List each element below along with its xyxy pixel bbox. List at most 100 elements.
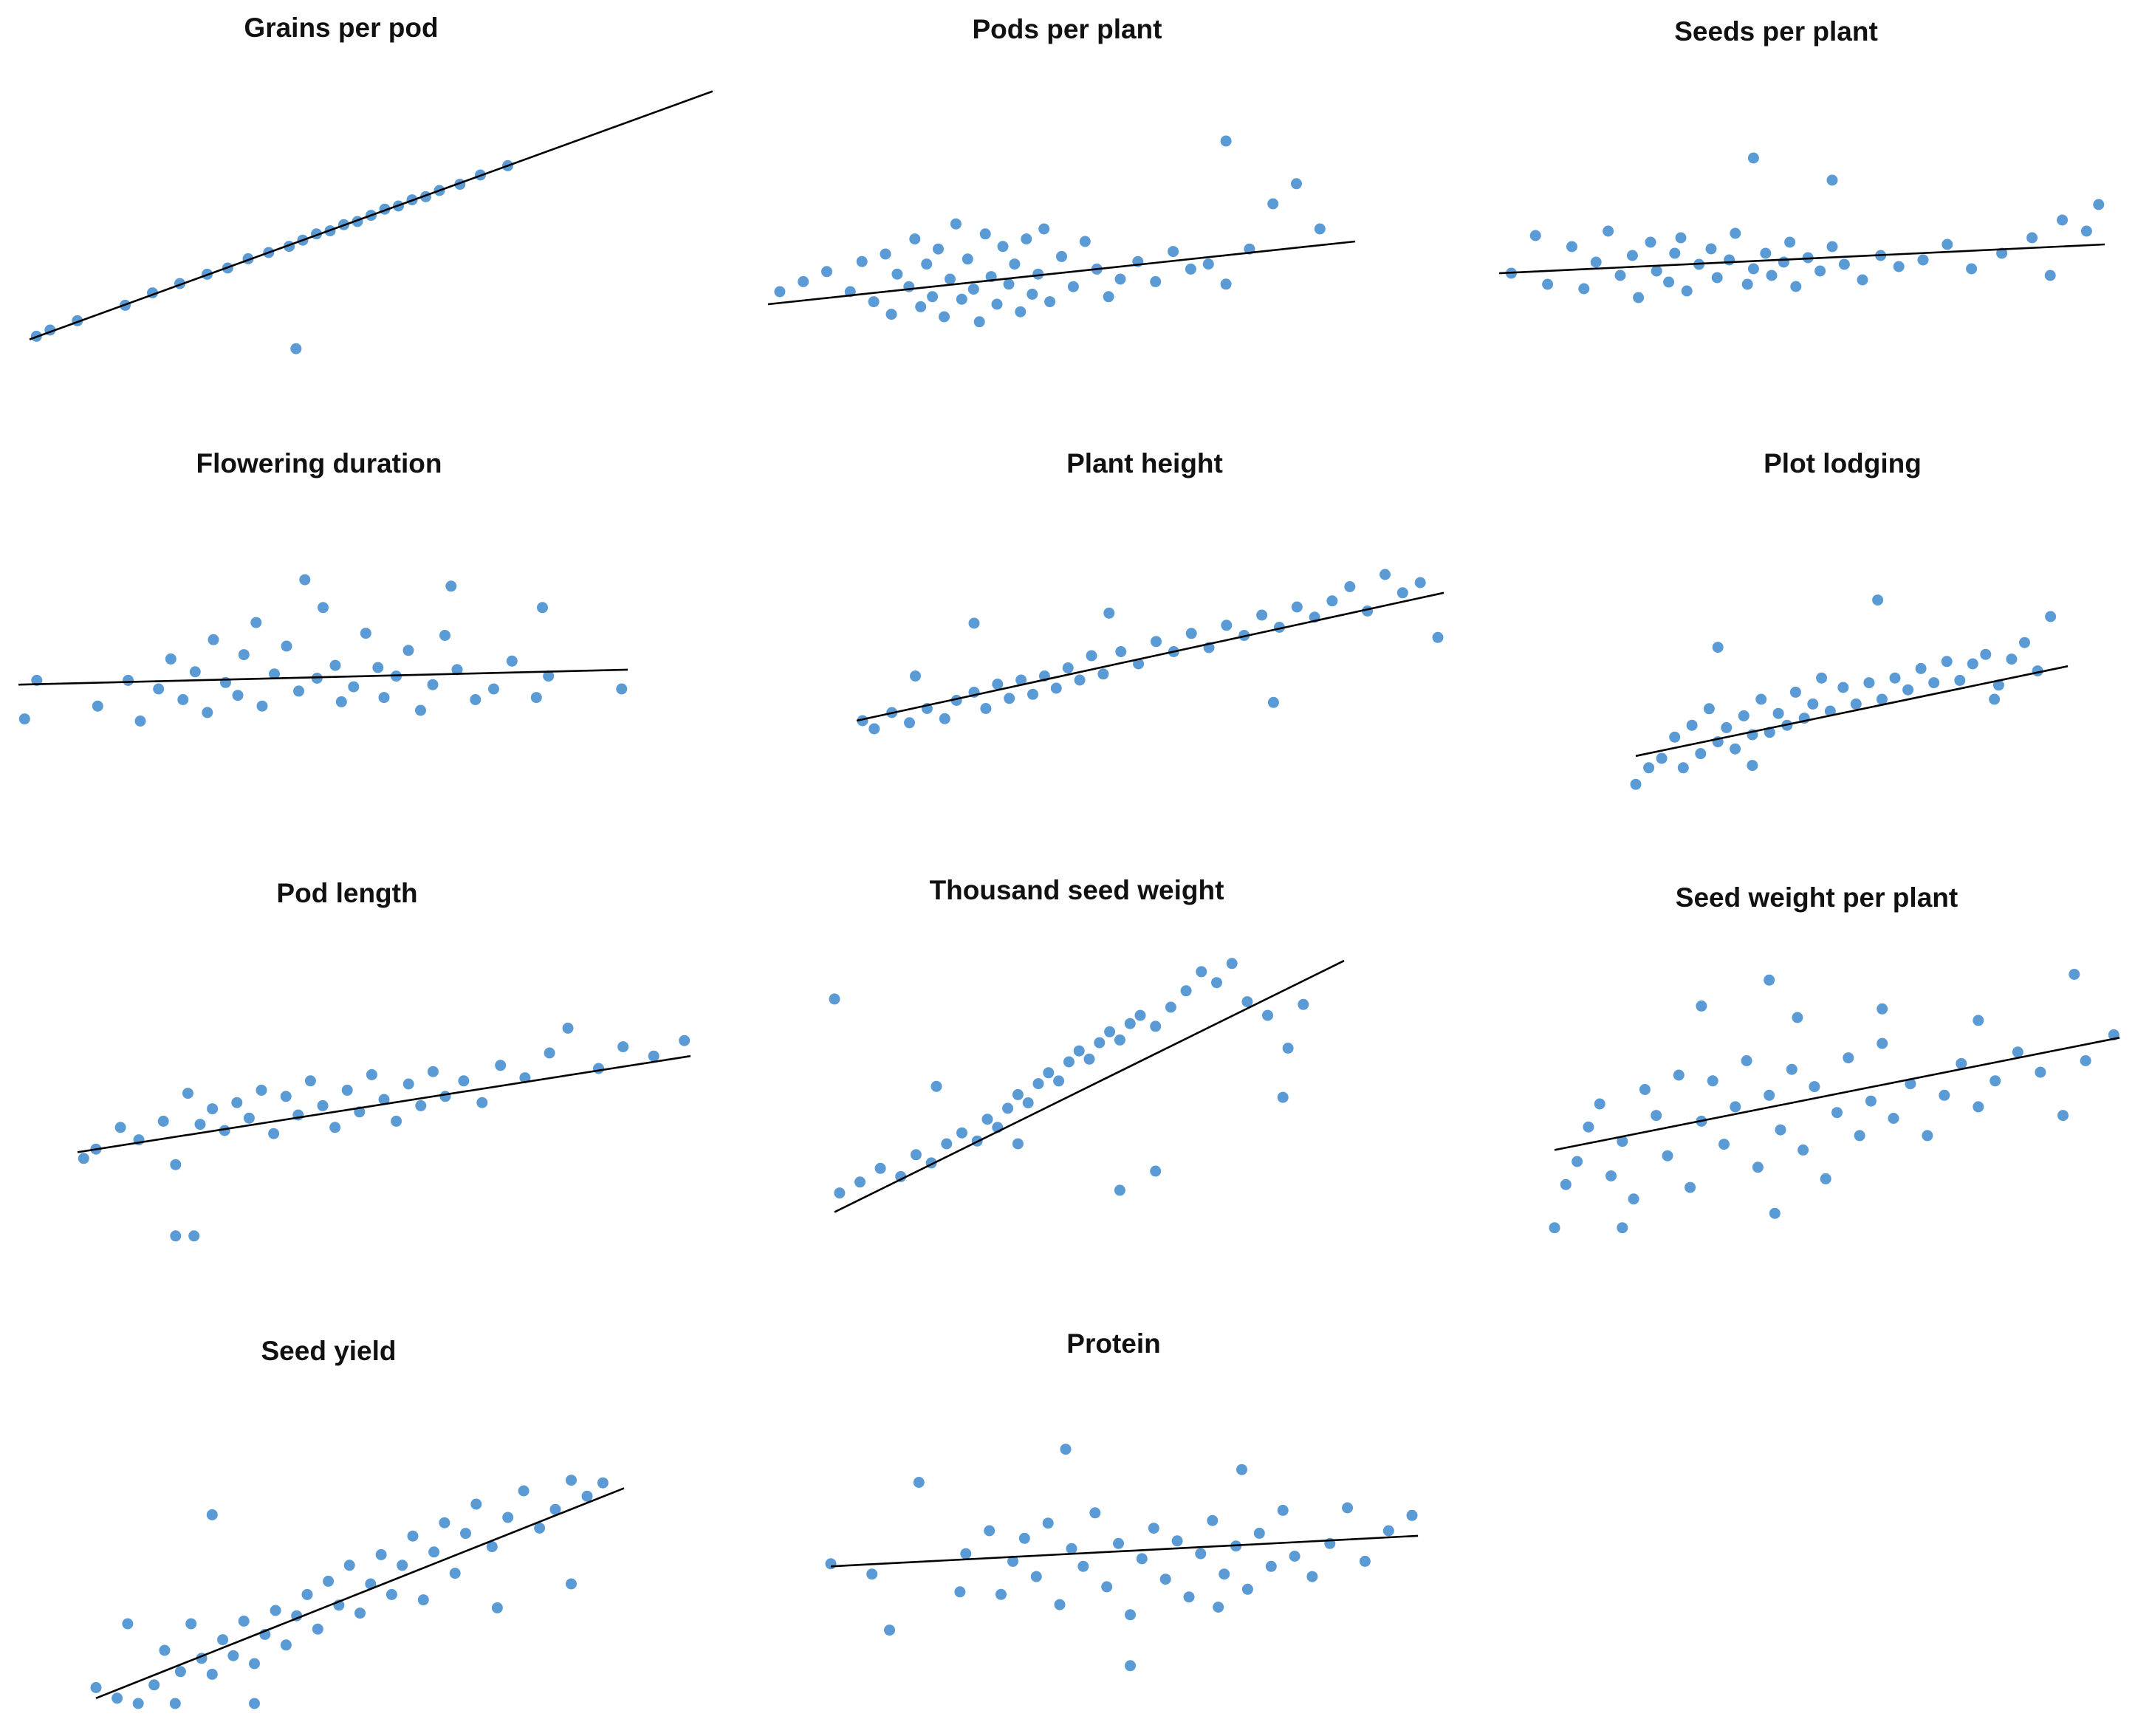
panel-title-protein: Protein <box>1066 1328 1160 1359</box>
data-point-seed-yield-47 <box>169 1698 181 1709</box>
data-point-pods-per-plant-32 <box>1038 223 1050 235</box>
data-point-thousand-seed-weight-26 <box>1165 1001 1176 1013</box>
data-point-thousand-seed-weight-35 <box>1277 1091 1289 1103</box>
data-point-plot-lodging-25 <box>1876 693 1888 705</box>
data-point-plant-height-16 <box>1074 674 1086 686</box>
data-point-protein-11 <box>1054 1599 1066 1610</box>
data-point-plant-height-32 <box>1344 581 1356 592</box>
data-point-pod-length-34 <box>593 1063 604 1074</box>
data-point-pods-per-plant-18 <box>956 293 967 305</box>
data-point-seed-yield-15 <box>280 1639 292 1651</box>
panel-title-pods-per-plant: Pods per plant <box>973 14 1162 44</box>
data-point-seeds-per-plant-42 <box>2093 199 2105 210</box>
panel-grains-per-pod: Grains per pod <box>29 13 713 354</box>
data-point-thousand-seed-weight-21 <box>1104 1026 1116 1037</box>
data-point-protein-6 <box>995 1588 1007 1600</box>
data-point-seed-yield-26 <box>397 1560 408 1571</box>
data-point-seed-yield-32 <box>460 1528 471 1540</box>
data-point-seed-yield-8 <box>206 1668 218 1680</box>
data-point-flowering-duration-15 <box>269 668 280 680</box>
data-point-plot-lodging-0 <box>1630 778 1642 790</box>
data-point-seed-yield-0 <box>90 1681 102 1693</box>
data-point-seed-yield-37 <box>534 1522 546 1534</box>
data-point-pod-length-4 <box>157 1115 169 1127</box>
data-point-seed-weight-per-plant-37 <box>2012 1046 2023 1058</box>
data-point-plot-lodging-13 <box>1755 693 1767 705</box>
data-point-protein-12 <box>1066 1543 1077 1554</box>
data-point-plot-lodging-33 <box>1980 648 1992 660</box>
data-point-plant-height-29 <box>1291 601 1303 613</box>
data-point-plot-lodging-27 <box>1902 684 1914 696</box>
data-point-seed-weight-per-plant-47 <box>1696 1000 1707 1012</box>
data-point-pod-length-19 <box>341 1084 353 1096</box>
data-point-pod-length-17 <box>317 1099 329 1111</box>
data-point-thousand-seed-weight-19 <box>1083 1053 1095 1065</box>
data-point-thousand-seed-weight-24 <box>1134 1009 1146 1021</box>
data-point-seed-yield-21 <box>343 1560 355 1571</box>
data-point-seeds-per-plant-21 <box>1741 278 1753 290</box>
data-point-thousand-seed-weight-14 <box>1032 1078 1044 1090</box>
data-point-seeds-per-plant-25 <box>1778 256 1789 268</box>
data-point-seed-weight-per-plant-29 <box>1877 1037 1888 1049</box>
data-point-pods-per-plant-21 <box>973 316 985 328</box>
data-point-seed-yield-9 <box>217 1634 229 1646</box>
data-point-plant-height-38 <box>968 617 980 629</box>
data-point-flowering-duration-16 <box>281 640 292 652</box>
data-point-pods-per-plant-29 <box>1021 233 1032 245</box>
data-point-pods-per-plant-33 <box>1044 296 1056 308</box>
data-point-seed-weight-per-plant-33 <box>1939 1089 1950 1101</box>
data-point-protein-30 <box>1277 1504 1289 1516</box>
data-point-plot-lodging-32 <box>1967 658 1978 670</box>
data-point-seed-weight-per-plant-1 <box>1560 1179 1572 1190</box>
data-point-protein-9 <box>1030 1571 1042 1582</box>
data-point-pod-length-39 <box>188 1230 200 1242</box>
data-point-thousand-seed-weight-31 <box>1241 996 1253 1008</box>
data-point-seed-weight-per-plant-31 <box>1905 1078 1916 1090</box>
data-point-protein-41 <box>1213 1602 1224 1613</box>
data-point-pods-per-plant-10 <box>909 233 921 245</box>
data-point-seed-yield-35 <box>502 1512 514 1523</box>
trend-line-seeds-per-plant <box>1498 243 2105 275</box>
data-point-flowering-duration-37 <box>543 670 555 682</box>
data-point-seed-weight-per-plant-9 <box>1651 1110 1662 1122</box>
panel-plant-height: Plant height <box>856 448 1445 735</box>
data-point-plot-lodging-36 <box>2019 637 2030 648</box>
data-point-seeds-per-plant-31 <box>1838 258 1850 270</box>
data-point-pod-length-11 <box>243 1112 255 1124</box>
data-point-plant-height-37 <box>1432 631 1444 643</box>
data-point-pod-length-35 <box>617 1041 629 1053</box>
data-point-protein-27 <box>1241 1583 1253 1595</box>
data-point-seeds-per-plant-18 <box>1711 272 1723 284</box>
data-point-pods-per-plant-43 <box>1185 263 1196 275</box>
data-point-pod-length-23 <box>391 1115 402 1127</box>
data-point-seed-yield-27 <box>407 1530 419 1542</box>
data-point-protein-21 <box>1171 1535 1183 1547</box>
data-point-seed-weight-per-plant-48 <box>1617 1222 1628 1234</box>
data-point-pods-per-plant-28 <box>1015 306 1027 318</box>
data-point-pod-length-10 <box>231 1097 243 1108</box>
data-point-seed-yield-2 <box>132 1698 144 1709</box>
data-point-seed-weight-per-plant-44 <box>1792 1012 1803 1023</box>
data-point-thousand-seed-weight-3 <box>895 1170 907 1182</box>
panel-title-grains-per-pod: Grains per pod <box>244 13 438 43</box>
data-point-flowering-duration-31 <box>439 630 450 641</box>
data-point-flowering-duration-32 <box>451 664 463 676</box>
data-point-pod-length-7 <box>194 1119 206 1131</box>
data-point-seed-yield-11 <box>238 1615 250 1627</box>
data-point-flowering-duration-13 <box>250 617 262 628</box>
data-point-pod-length-13 <box>268 1128 280 1139</box>
data-point-seed-weight-per-plant-6 <box>1617 1136 1628 1147</box>
data-point-plant-height-8 <box>980 703 992 714</box>
data-point-seed-weight-per-plant-43 <box>1764 974 1775 986</box>
data-point-pod-length-5 <box>170 1159 182 1170</box>
panel-title-pod-length: Pod length <box>276 878 417 908</box>
data-point-thousand-seed-weight-11 <box>1002 1102 1014 1114</box>
data-point-thousand-seed-weight-29 <box>1211 977 1222 989</box>
data-point-pods-per-plant-22 <box>979 228 991 240</box>
data-point-plot-lodging-40 <box>1712 642 1724 653</box>
data-point-plot-lodging-23 <box>1850 698 1862 710</box>
data-point-seeds-per-plant-36 <box>1942 239 1953 250</box>
data-point-seed-weight-per-plant-34 <box>1956 1057 1967 1069</box>
data-point-thousand-seed-weight-40 <box>1012 1138 1024 1150</box>
